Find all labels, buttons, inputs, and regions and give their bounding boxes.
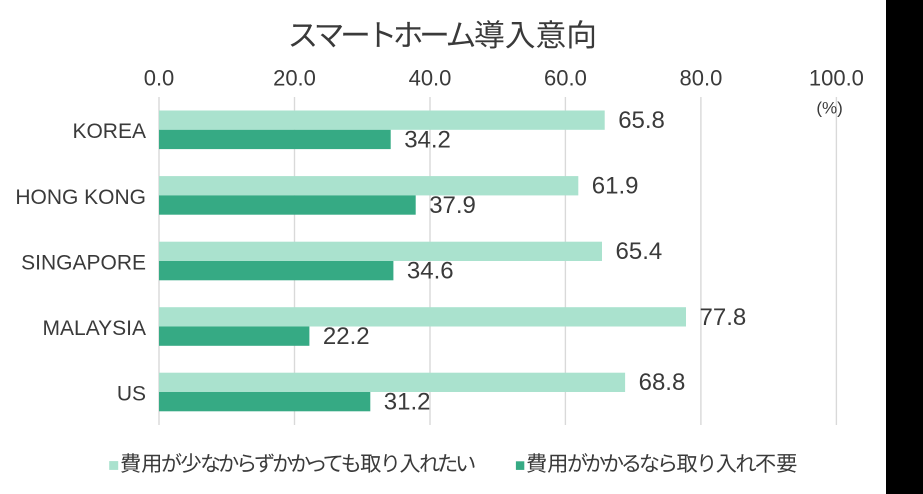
svg-text:US: US [117, 382, 146, 405]
svg-text:65.8: 65.8 [618, 107, 665, 134]
svg-text:60.0: 60.0 [544, 66, 587, 91]
svg-text:34.2: 34.2 [404, 126, 451, 153]
svg-text:31.2: 31.2 [384, 389, 431, 416]
svg-text:65.4: 65.4 [616, 238, 663, 265]
svg-text:34.6: 34.6 [407, 258, 454, 285]
svg-text:KOREA: KOREA [72, 120, 146, 143]
svg-text:HONG KONG: HONG KONG [15, 186, 146, 209]
svg-text:MALAYSIA: MALAYSIA [43, 317, 146, 340]
svg-text:61.9: 61.9 [592, 173, 639, 200]
svg-text:22.2: 22.2 [323, 323, 370, 350]
svg-text:68.8: 68.8 [639, 369, 686, 396]
svg-text:80.0: 80.0 [679, 66, 722, 91]
svg-text:(%): (%) [816, 99, 842, 118]
svg-text:100.0: 100.0 [809, 66, 864, 91]
svg-text:77.8: 77.8 [700, 304, 747, 331]
svg-text:37.9: 37.9 [429, 192, 476, 219]
svg-text:40.0: 40.0 [409, 66, 452, 91]
svg-text:SINGAPORE: SINGAPORE [21, 251, 146, 274]
svg-text:20.0: 20.0 [273, 66, 316, 91]
svg-text:0.0: 0.0 [144, 66, 175, 91]
